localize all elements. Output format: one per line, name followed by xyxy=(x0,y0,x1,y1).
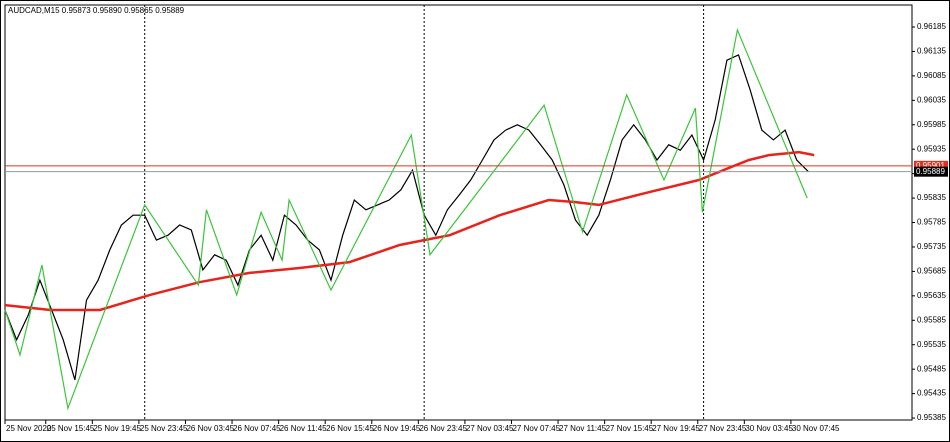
y-tick-label: 0.96085 xyxy=(917,71,946,80)
y-tick-label: 0.95585 xyxy=(917,315,946,324)
x-tick-label: 30 Nov 07:45 xyxy=(792,424,840,433)
y-tick-label: 0.95735 xyxy=(917,242,946,251)
y-tick-label: 0.96035 xyxy=(917,95,946,104)
x-tick-label: 26 Nov 19:45 xyxy=(373,424,421,433)
x-tick-label: 26 Nov 15:45 xyxy=(326,424,374,433)
x-tick-label: 27 Nov 15:45 xyxy=(606,424,654,433)
y-tick-label: 0.95485 xyxy=(917,364,946,373)
plot-frame xyxy=(4,4,913,421)
chart-title: AUDCAD,M15 0.95873 0.95890 0.95865 0.958… xyxy=(8,6,185,15)
y-tick-label: 0.96185 xyxy=(917,22,946,31)
x-tick-label: 25 Nov 19:45 xyxy=(93,424,141,433)
y-tick-label: 0.95635 xyxy=(917,291,946,300)
x-tick-label: 26 Nov 07:45 xyxy=(233,424,281,433)
bid-label: 0.95889 xyxy=(916,167,945,176)
x-tick-label: 27 Nov 03:45 xyxy=(466,424,514,433)
ask-label: 0.95901 xyxy=(916,161,945,170)
y-tick-label: 0.95535 xyxy=(917,340,946,349)
x-tick-label: 27 Nov 23:45 xyxy=(699,424,747,433)
x-tick-label: 26 Nov 11:45 xyxy=(280,424,328,433)
x-tick-label: 26 Nov 23:45 xyxy=(419,424,467,433)
ask-label-box xyxy=(914,160,948,171)
x-tick-label: 27 Nov 07:45 xyxy=(512,424,560,433)
x-tick-label: 26 Nov 03:45 xyxy=(186,424,234,433)
y-tick-label: 0.96135 xyxy=(917,47,946,56)
y-tick-label: 0.95985 xyxy=(917,120,946,129)
x-tick-label: 25 Nov 2020 xyxy=(6,424,52,433)
series-line xyxy=(4,150,815,312)
x-tick-label: 27 Nov 11:45 xyxy=(559,424,607,433)
x-tick-label: 25 Nov 23:45 xyxy=(140,424,188,433)
series-line xyxy=(4,54,809,381)
x-tick-label: 30 Nov 03:45 xyxy=(745,424,793,433)
y-tick-label: 0.95385 xyxy=(917,413,946,422)
series-line xyxy=(4,27,808,411)
y-tick-label: 0.95685 xyxy=(917,267,946,276)
x-tick-label: 25 Nov 15:45 xyxy=(47,424,95,433)
y-tick-label: 0.95935 xyxy=(917,144,946,153)
y-tick-label: 0.95835 xyxy=(917,193,946,202)
y-tick-label: 0.95435 xyxy=(917,389,946,398)
bid-label-box xyxy=(914,166,948,177)
y-tick-label: 0.95785 xyxy=(917,218,946,227)
x-tick-label: 27 Nov 19:45 xyxy=(652,424,700,433)
